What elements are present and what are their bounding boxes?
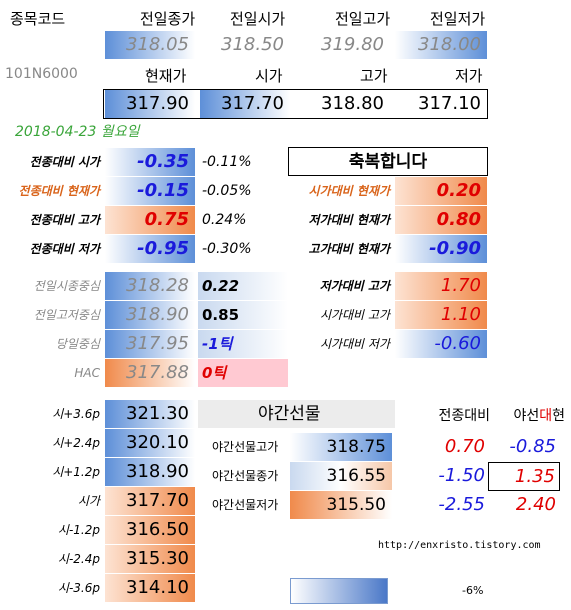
value-cell: 317.70 (105, 487, 195, 515)
value-cell: 1.70 (395, 272, 487, 300)
change-cell: -1.50 (438, 465, 485, 486)
value-cell: 0.75 (105, 206, 195, 234)
legend-label: -6% (462, 584, 484, 597)
header-label: 전일종가 (140, 10, 196, 28)
value-cell: -0.60 (395, 330, 487, 358)
value-cell: 0.80 (395, 206, 487, 234)
change-cell: 0.70 (444, 436, 485, 457)
pct-cell: -0.05% (202, 183, 252, 199)
row-label: 전일시종중심 (33, 279, 100, 293)
value-cell: 318.05 (105, 31, 195, 59)
pct-cell: -0.11% (202, 154, 252, 170)
header-label: 시가 (255, 67, 283, 85)
value-cell: 1.10 (395, 301, 487, 329)
date: 2018-04-23 월요일 (15, 124, 140, 140)
tick-cell: 0틱 (198, 359, 288, 387)
header-label: 전일고가 (335, 10, 391, 28)
header-label: 저가 (455, 67, 483, 85)
value-cell: 0.20 (395, 177, 487, 205)
value-cell: -0.90 (395, 235, 487, 263)
value-cell: 318.90 (105, 301, 195, 329)
value-cell: 318.00 (395, 31, 487, 59)
value-cell: 316.50 (105, 516, 195, 544)
row-label: 전종대비 현재가 (18, 184, 100, 198)
row-label: 시가 (77, 494, 100, 508)
value-cell: 316.55 (290, 462, 392, 490)
url: http://enxristo.tistory.com (378, 540, 541, 551)
value-cell: 318.75 (290, 433, 392, 461)
value-cell: 317.88 (105, 359, 195, 387)
value-cell: 315.30 (105, 545, 195, 573)
row-label: 야간선물고가 (212, 440, 279, 454)
tick-cell: 0.85 (198, 301, 288, 329)
change-cell: 2.40 (515, 494, 556, 515)
pct-cell: -0.30% (202, 241, 252, 257)
row-label: 저가대비 고가 (319, 279, 390, 293)
value-cell: 317.90 (105, 90, 195, 118)
value-cell: 315.50 (290, 491, 392, 519)
row-label: 시가대비 현재가 (308, 184, 390, 198)
greeting-box: 축복합니다 (288, 147, 488, 176)
row-label: 야간선물종가 (212, 469, 279, 483)
value-cell: 318.28 (105, 272, 195, 300)
row-label: 저가대비 현재가 (308, 213, 390, 227)
value-cell: -0.95 (105, 235, 195, 263)
row-label: 전종대비 저가 (29, 242, 100, 256)
row-label: 시-3.6p (57, 581, 100, 595)
row-label: 시-2.4p (57, 552, 100, 566)
value-cell: 318.80 (321, 93, 384, 114)
row-label: 전종대비 시가 (29, 155, 100, 169)
row-label: 시-1.2p (57, 523, 100, 537)
row-label: 시+2.4p (52, 436, 100, 450)
header-label: 전일저가 (430, 10, 486, 28)
row-label: HAC (74, 366, 100, 380)
col-label-part: 대 (539, 408, 553, 424)
row-label: 시가대비 저가 (319, 337, 390, 351)
pct-cell: 0.24% (202, 212, 247, 228)
row-label: 야간선물저가 (212, 498, 279, 512)
value-cell: -0.35 (105, 148, 195, 176)
row-label: 고가대비 현재가 (308, 242, 390, 256)
col-label-part: 야선 (513, 408, 540, 424)
change-cell: -0.85 (509, 436, 556, 457)
night-title: 야간선물 (198, 400, 395, 428)
header-label: 고가 (360, 67, 388, 85)
change-cell: 1.35 (488, 462, 560, 491)
value-cell: 321.30 (105, 400, 195, 428)
header-label: 현재가 (145, 67, 187, 85)
col-label: 전종대비 (438, 408, 490, 424)
header-label: 전일시가 (230, 10, 286, 28)
row-label: 당일중심 (55, 337, 100, 351)
value-cell: 314.10 (105, 574, 195, 602)
value-cell: 319.80 (321, 34, 384, 55)
change-cell: -2.55 (438, 494, 485, 515)
row-border (103, 89, 488, 119)
row-label: 시+3.6p (52, 407, 100, 421)
value-cell: -0.15 (105, 177, 195, 205)
value-cell: 317.10 (418, 93, 481, 114)
value-cell: 317.70 (200, 90, 290, 118)
row-label: 전일고저중심 (33, 308, 100, 322)
code-label: 종목코드 (10, 10, 66, 28)
row-label: 시+1.2p (52, 465, 100, 479)
legend-bar (290, 578, 388, 604)
row-label: 시가대비 고가 (319, 308, 390, 322)
tick-cell: 0.22 (198, 272, 288, 300)
col-label: 야선대현 (495, 402, 565, 430)
value-cell: 317.95 (105, 330, 195, 358)
row-label: 전종대비 고가 (29, 213, 100, 227)
col-label-part: 현 (552, 408, 565, 424)
tick-cell: -1틱 (198, 330, 288, 358)
value-cell: 318.90 (105, 458, 195, 486)
value-cell: 320.10 (105, 429, 195, 457)
value-cell: 318.50 (221, 34, 284, 55)
code: 101N6000 (5, 66, 78, 82)
